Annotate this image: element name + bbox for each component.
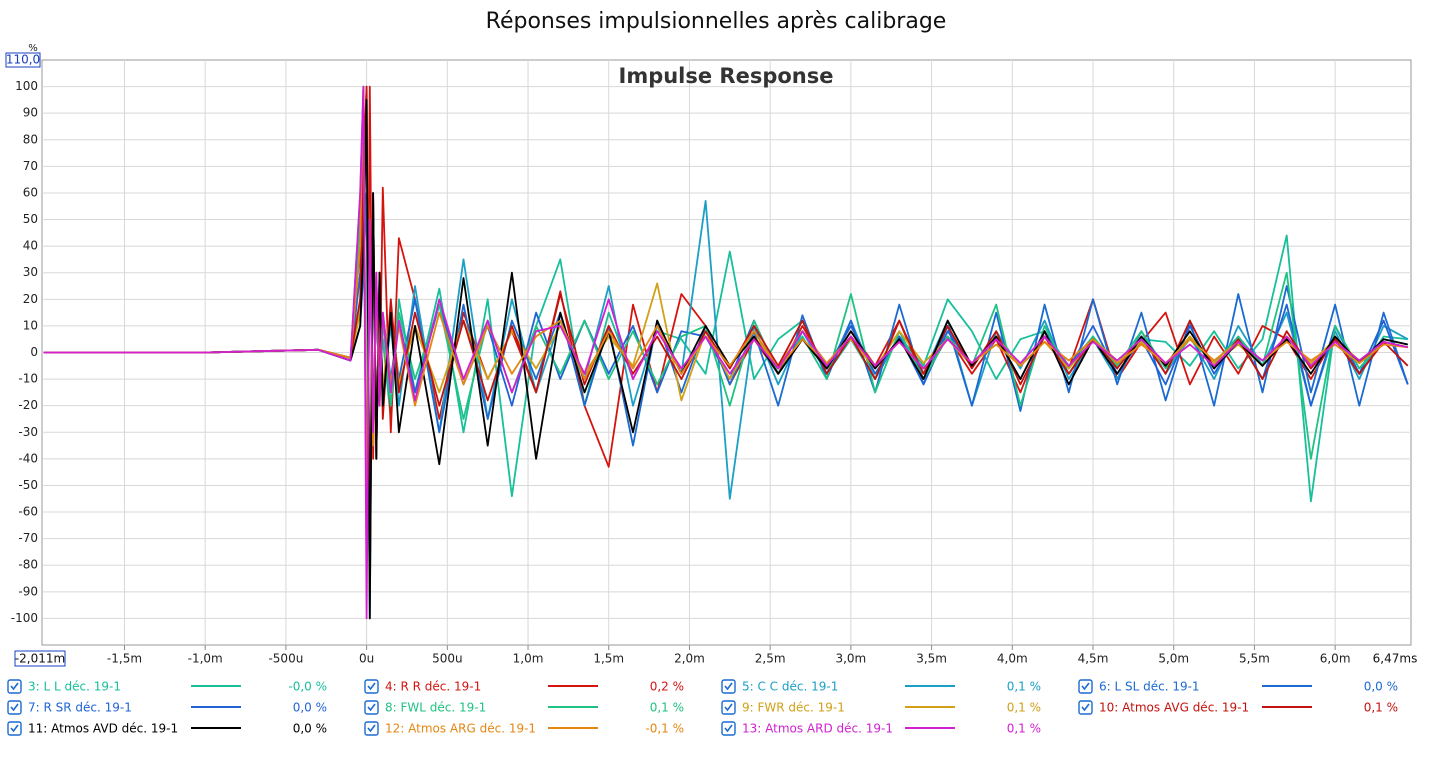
y-tick-label: -20	[18, 398, 38, 412]
x-tick-label: 2,5m	[755, 652, 786, 666]
legend-name: 8: FWL déc. 19-1	[385, 701, 486, 715]
legend-name: 3: L L déc. 19-1	[28, 680, 121, 694]
legend-name: 4: R R déc. 19-1	[385, 680, 481, 694]
y-tick-label: -50	[18, 478, 38, 492]
legend-name: 6: L SL déc. 19-1	[1099, 680, 1200, 694]
y-tick-label: 80	[23, 132, 38, 146]
y-tick-label: 70	[23, 159, 38, 173]
y-tick-label: 10	[23, 318, 38, 332]
y-tick-label: 20	[23, 292, 38, 306]
x-tick-label: 4,0m	[997, 652, 1028, 666]
series-line	[43, 99, 1408, 620]
legend-readout: 0,1 %	[1364, 701, 1398, 715]
y-max-box	[5, 52, 41, 68]
y-unit: %	[28, 43, 38, 54]
check-mark	[724, 703, 733, 712]
chart-title: Réponses impulsionnelles après calibrage	[486, 9, 947, 34]
check-mark	[10, 724, 19, 733]
legend-item: 11: Atmos AVD déc. 19-1 0,0 %	[7, 721, 327, 736]
y-max-label: 110,0	[6, 53, 40, 67]
y-tick-label: -70	[18, 531, 38, 545]
legend-item: 8: FWL déc. 19-1 0,1 %	[364, 700, 684, 715]
x-tick-label: 3,0m	[835, 652, 866, 666]
legend-readout: 0,1 %	[1007, 680, 1041, 694]
check-mark	[10, 682, 19, 691]
check-mark	[367, 703, 376, 712]
y-tick-label: 0	[30, 345, 38, 359]
x-tick-label: 5,0m	[1158, 652, 1189, 666]
legend-item: 12: Atmos ARG déc. 19-1 -0,1 %	[364, 721, 684, 736]
y-tick-label: 30	[23, 265, 38, 279]
y-tick-label: -30	[18, 425, 38, 439]
legend-name: 10: Atmos AVG déc. 19-1	[1099, 701, 1249, 715]
legend-readout: -0,0 %	[288, 680, 327, 694]
y-tick-label: -80	[18, 558, 38, 572]
check-mark	[367, 724, 376, 733]
legend-readout: 0,0 %	[293, 701, 327, 715]
x-tick-label: 500u	[432, 652, 463, 666]
legend-item: 9: FWR déc. 19-1 0,1 %	[721, 700, 1041, 715]
y-tick-label: -10	[18, 372, 38, 386]
x-tick-label: -500u	[268, 652, 303, 666]
legend-item: 5: C C déc. 19-1 0,1 %	[721, 679, 1041, 694]
legend-name: 7: R SR déc. 19-1	[28, 701, 132, 715]
legend-readout: 0,1 %	[1007, 701, 1041, 715]
legend-item: 10: Atmos AVG déc. 19-1 0,1 %	[1078, 700, 1398, 715]
x-tick-label: 2,0m	[674, 652, 705, 666]
legend-name: 11: Atmos AVD déc. 19-1	[28, 722, 178, 736]
x-tick-label: 6,0m	[1320, 652, 1351, 666]
x-tick-label: 1,0m	[513, 652, 544, 666]
x-tick-label: 5,5m	[1239, 652, 1270, 666]
legend-readout: 0,1 %	[1007, 722, 1041, 736]
y-tick-label: 100	[15, 79, 38, 93]
x-tick-label: -1,0m	[188, 652, 223, 666]
legend-item: 6: L SL déc. 19-1 0,0 %	[1078, 679, 1398, 694]
legend-name: 12: Atmos ARG déc. 19-1	[385, 722, 536, 736]
check-mark	[367, 682, 376, 691]
y-tick-label: -90	[18, 584, 38, 598]
legend-item: 7: R SR déc. 19-1 0,0 %	[7, 700, 327, 715]
y-tick-label: 60	[23, 185, 38, 199]
x-min-label: -2,011m	[15, 652, 65, 666]
y-tick-label: 50	[23, 212, 38, 226]
legend-item: 13: Atmos ARD déc. 19-1 0,1 %	[721, 721, 1041, 736]
y-tick-label: 90	[23, 106, 38, 120]
legend-name: 5: C C déc. 19-1	[742, 680, 838, 694]
check-mark	[1081, 703, 1090, 712]
legend-readout: -0,1 %	[645, 722, 684, 736]
x-max-label: 6,47ms	[1373, 652, 1418, 666]
series-line	[43, 85, 1408, 620]
y-tick-label: -100	[11, 611, 38, 625]
legend-item: 4: R R déc. 19-1 0,2 %	[364, 679, 684, 694]
legend-item: 3: L L déc. 19-1 -0,0 %	[7, 679, 327, 694]
check-mark	[724, 682, 733, 691]
legend-name: 13: Atmos ARD déc. 19-1	[742, 722, 893, 736]
check-mark	[724, 724, 733, 733]
x-tick-label: 3,5m	[916, 652, 947, 666]
check-mark	[1081, 682, 1090, 691]
x-tick-label: 1,5m	[593, 652, 624, 666]
legend-readout: 0,2 %	[650, 680, 684, 694]
chart-subtitle: Impulse Response	[619, 64, 834, 88]
x-min-box	[14, 650, 66, 667]
x-tick-label: -1,5m	[107, 652, 142, 666]
x-tick-label: 4,5m	[1078, 652, 1109, 666]
y-tick-label: -40	[18, 451, 38, 465]
legend-name: 9: FWR déc. 19-1	[742, 701, 845, 715]
legend-readout: 0,0 %	[293, 722, 327, 736]
x-tick-label: 0u	[359, 652, 374, 666]
y-tick-label: 40	[23, 239, 38, 253]
y-tick-label: -60	[18, 505, 38, 519]
legend-readout: 0,0 %	[1364, 680, 1398, 694]
legend-readout: 0,1 %	[650, 701, 684, 715]
check-mark	[10, 703, 19, 712]
